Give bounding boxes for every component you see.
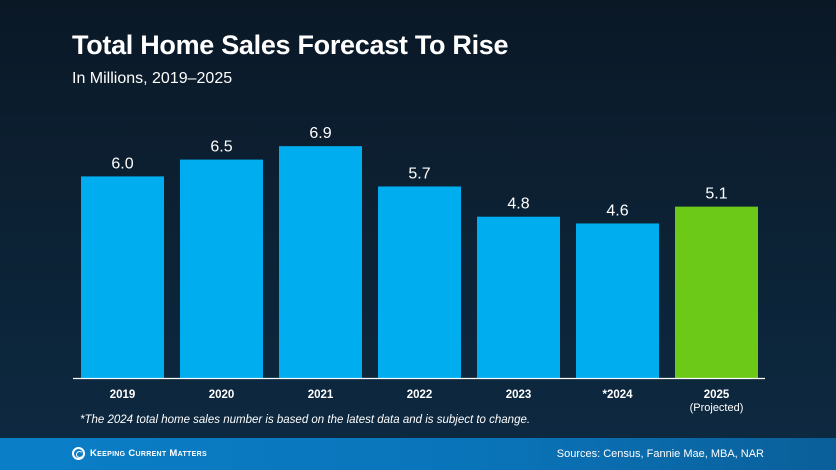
x-tick-sublabel: (Projected): [690, 402, 744, 414]
x-tick-label: 2021: [308, 389, 334, 401]
value-label: 5.1: [705, 186, 727, 203]
bar-2020: [180, 159, 263, 378]
value-label: 5.7: [408, 165, 430, 182]
chart-title: Total Home Sales Forecast To Rise: [72, 30, 509, 60]
bar-2022: [378, 186, 461, 378]
x-tick-label: 2022: [407, 389, 433, 401]
bar-2019: [81, 176, 164, 378]
value-label: 6.5: [210, 139, 232, 156]
chart-subtitle: In Millions, 2019–2025: [72, 70, 233, 87]
x-tick-label: 2025: [704, 389, 730, 401]
bar-2023: [477, 216, 560, 378]
x-tick-label: *2024: [602, 389, 633, 401]
kcm-logo-icon: [72, 447, 85, 460]
x-tick-label: 2023: [506, 389, 532, 401]
brand-name: Keeping Current Matters: [90, 448, 207, 459]
x-tick-label: 2019: [110, 389, 136, 401]
brand-logo: Keeping Current Matters: [72, 447, 207, 460]
bar-2025: [675, 206, 758, 378]
value-label: 6.0: [111, 155, 133, 172]
footer-bar: Keeping Current Matters Sources: Census,…: [0, 438, 836, 470]
value-label: 4.6: [606, 202, 628, 219]
sources-text: Sources: Census, Fannie Mae, MBA, NAR: [556, 448, 764, 460]
bar-chart: 6.0 2019 6.5 2020 6.9 2021 5.7 2022 4.8 2023 4.6 *2…: [81, 125, 758, 414]
bar-2021: [279, 146, 362, 378]
value-label: 4.8: [507, 196, 529, 213]
x-tick-label: 2020: [209, 389, 235, 401]
bar-2024: [576, 223, 659, 378]
value-label: 6.9: [309, 125, 331, 142]
footnote: *The 2024 total home sales number is bas…: [80, 414, 531, 426]
